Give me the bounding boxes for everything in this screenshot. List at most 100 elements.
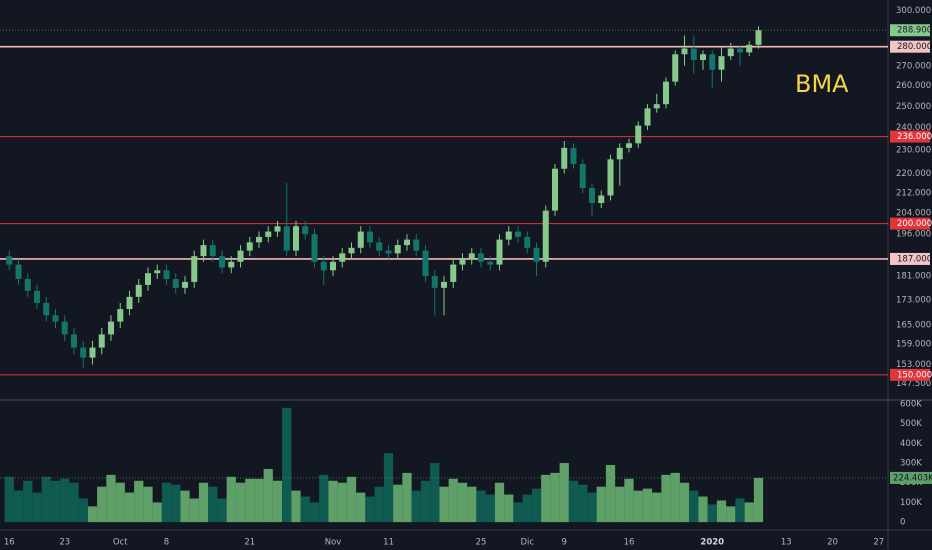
candle-body bbox=[700, 54, 706, 61]
volume-bar bbox=[134, 480, 144, 523]
candle-body bbox=[219, 256, 225, 268]
candle-body bbox=[589, 188, 595, 203]
volume-bar bbox=[115, 482, 125, 523]
candle-body bbox=[561, 147, 568, 169]
level-label-box bbox=[890, 217, 930, 230]
candle-body bbox=[339, 253, 346, 262]
volume-bar bbox=[457, 482, 468, 523]
volume-bar bbox=[124, 492, 135, 523]
candle-body bbox=[524, 236, 531, 248]
volume-bar bbox=[309, 502, 320, 523]
volume-bar bbox=[106, 474, 116, 523]
candle-body bbox=[727, 48, 734, 57]
volume-bar bbox=[689, 490, 699, 523]
volume-bar bbox=[23, 480, 33, 523]
volume-bar bbox=[735, 498, 745, 523]
volume-bar bbox=[420, 480, 431, 523]
candle-body bbox=[441, 281, 447, 288]
candle-body bbox=[6, 256, 13, 265]
candle-body bbox=[450, 264, 457, 282]
candle-body bbox=[616, 147, 623, 160]
volume-bar bbox=[383, 453, 394, 523]
candle-body bbox=[15, 264, 22, 280]
candle-body bbox=[709, 54, 716, 70]
y-tick-label: 212.000 bbox=[896, 188, 931, 198]
volume-bar bbox=[254, 478, 264, 523]
volume-bar bbox=[245, 478, 255, 523]
x-tick-label: 20 bbox=[827, 538, 838, 548]
volume-bar bbox=[448, 478, 458, 523]
symbol-annotation: BMA bbox=[795, 70, 849, 98]
x-tick-label: 16 bbox=[4, 538, 15, 548]
volume-bar bbox=[522, 494, 532, 523]
candle-body bbox=[635, 125, 642, 144]
volume-bar bbox=[476, 490, 486, 523]
candle-body bbox=[108, 321, 114, 335]
candle-body bbox=[52, 315, 59, 322]
volume-bar bbox=[744, 502, 754, 523]
candle-body bbox=[431, 276, 438, 288]
volume-bar bbox=[596, 486, 606, 523]
volume-tick-label: 300K bbox=[900, 459, 922, 469]
y-tick-label: 204.000 bbox=[896, 209, 931, 219]
candle-body bbox=[135, 284, 142, 297]
x-tick-label: 21 bbox=[244, 538, 255, 548]
candle-body bbox=[394, 245, 401, 254]
volume-bar bbox=[633, 490, 643, 523]
candle-body bbox=[256, 236, 262, 243]
y-tick-label: 153.000 bbox=[896, 360, 931, 370]
x-tick-label: 16 bbox=[624, 538, 635, 548]
volume-bar bbox=[615, 486, 625, 523]
volume-bar bbox=[707, 504, 717, 523]
volume-bar bbox=[263, 468, 273, 523]
y-tick-label: 196.000 bbox=[896, 230, 931, 240]
level-label: 150.000 bbox=[897, 370, 932, 380]
y-tick-label: 300.000 bbox=[896, 6, 931, 16]
volume-bar bbox=[161, 482, 172, 523]
volume-bar bbox=[60, 478, 70, 523]
candle-body bbox=[320, 261, 327, 271]
volume-bar bbox=[402, 472, 412, 523]
volume-bar bbox=[679, 482, 690, 523]
candle-body bbox=[663, 81, 669, 105]
volume-bar bbox=[642, 488, 653, 523]
candle-body bbox=[367, 231, 373, 243]
candle-body bbox=[43, 302, 50, 316]
volume-bar bbox=[32, 492, 42, 523]
candle-body bbox=[117, 309, 124, 322]
volume-bar bbox=[504, 494, 514, 523]
volume-bar bbox=[550, 472, 560, 523]
candle-body bbox=[200, 245, 207, 257]
level-label: 200.000 bbox=[897, 219, 932, 229]
volume-bar bbox=[69, 482, 79, 523]
volume-bar bbox=[282, 407, 292, 523]
y-tick-label: 165.000 bbox=[896, 320, 931, 330]
candle-body bbox=[191, 256, 198, 282]
volume-bar bbox=[208, 486, 218, 523]
candle-body bbox=[737, 48, 743, 53]
volume-bar bbox=[513, 502, 523, 523]
volume-bar bbox=[716, 500, 727, 523]
volume-bar bbox=[180, 490, 190, 523]
candle-body bbox=[413, 239, 420, 251]
last-volume-label: 224.403K bbox=[893, 473, 932, 483]
candle-body bbox=[598, 195, 605, 203]
volume-bar bbox=[300, 496, 310, 523]
candle-body bbox=[653, 104, 660, 109]
level-label-box bbox=[890, 130, 930, 143]
last-volume-box bbox=[890, 471, 932, 484]
candle-body bbox=[293, 226, 299, 251]
volume-bar bbox=[726, 506, 736, 523]
y-tick-label: 260.000 bbox=[896, 81, 931, 91]
candle-body bbox=[607, 159, 614, 196]
level-label-box bbox=[890, 368, 930, 381]
volume-bar bbox=[393, 484, 403, 523]
volume-bar bbox=[235, 482, 246, 523]
y-tick-label: 270.000 bbox=[896, 61, 931, 71]
volume-bar bbox=[661, 474, 671, 523]
level-label: 236.000 bbox=[897, 132, 932, 142]
volume-bar bbox=[430, 463, 440, 523]
volume-bar bbox=[624, 478, 634, 523]
level-label-box bbox=[890, 40, 930, 53]
volume-bar bbox=[41, 476, 51, 523]
